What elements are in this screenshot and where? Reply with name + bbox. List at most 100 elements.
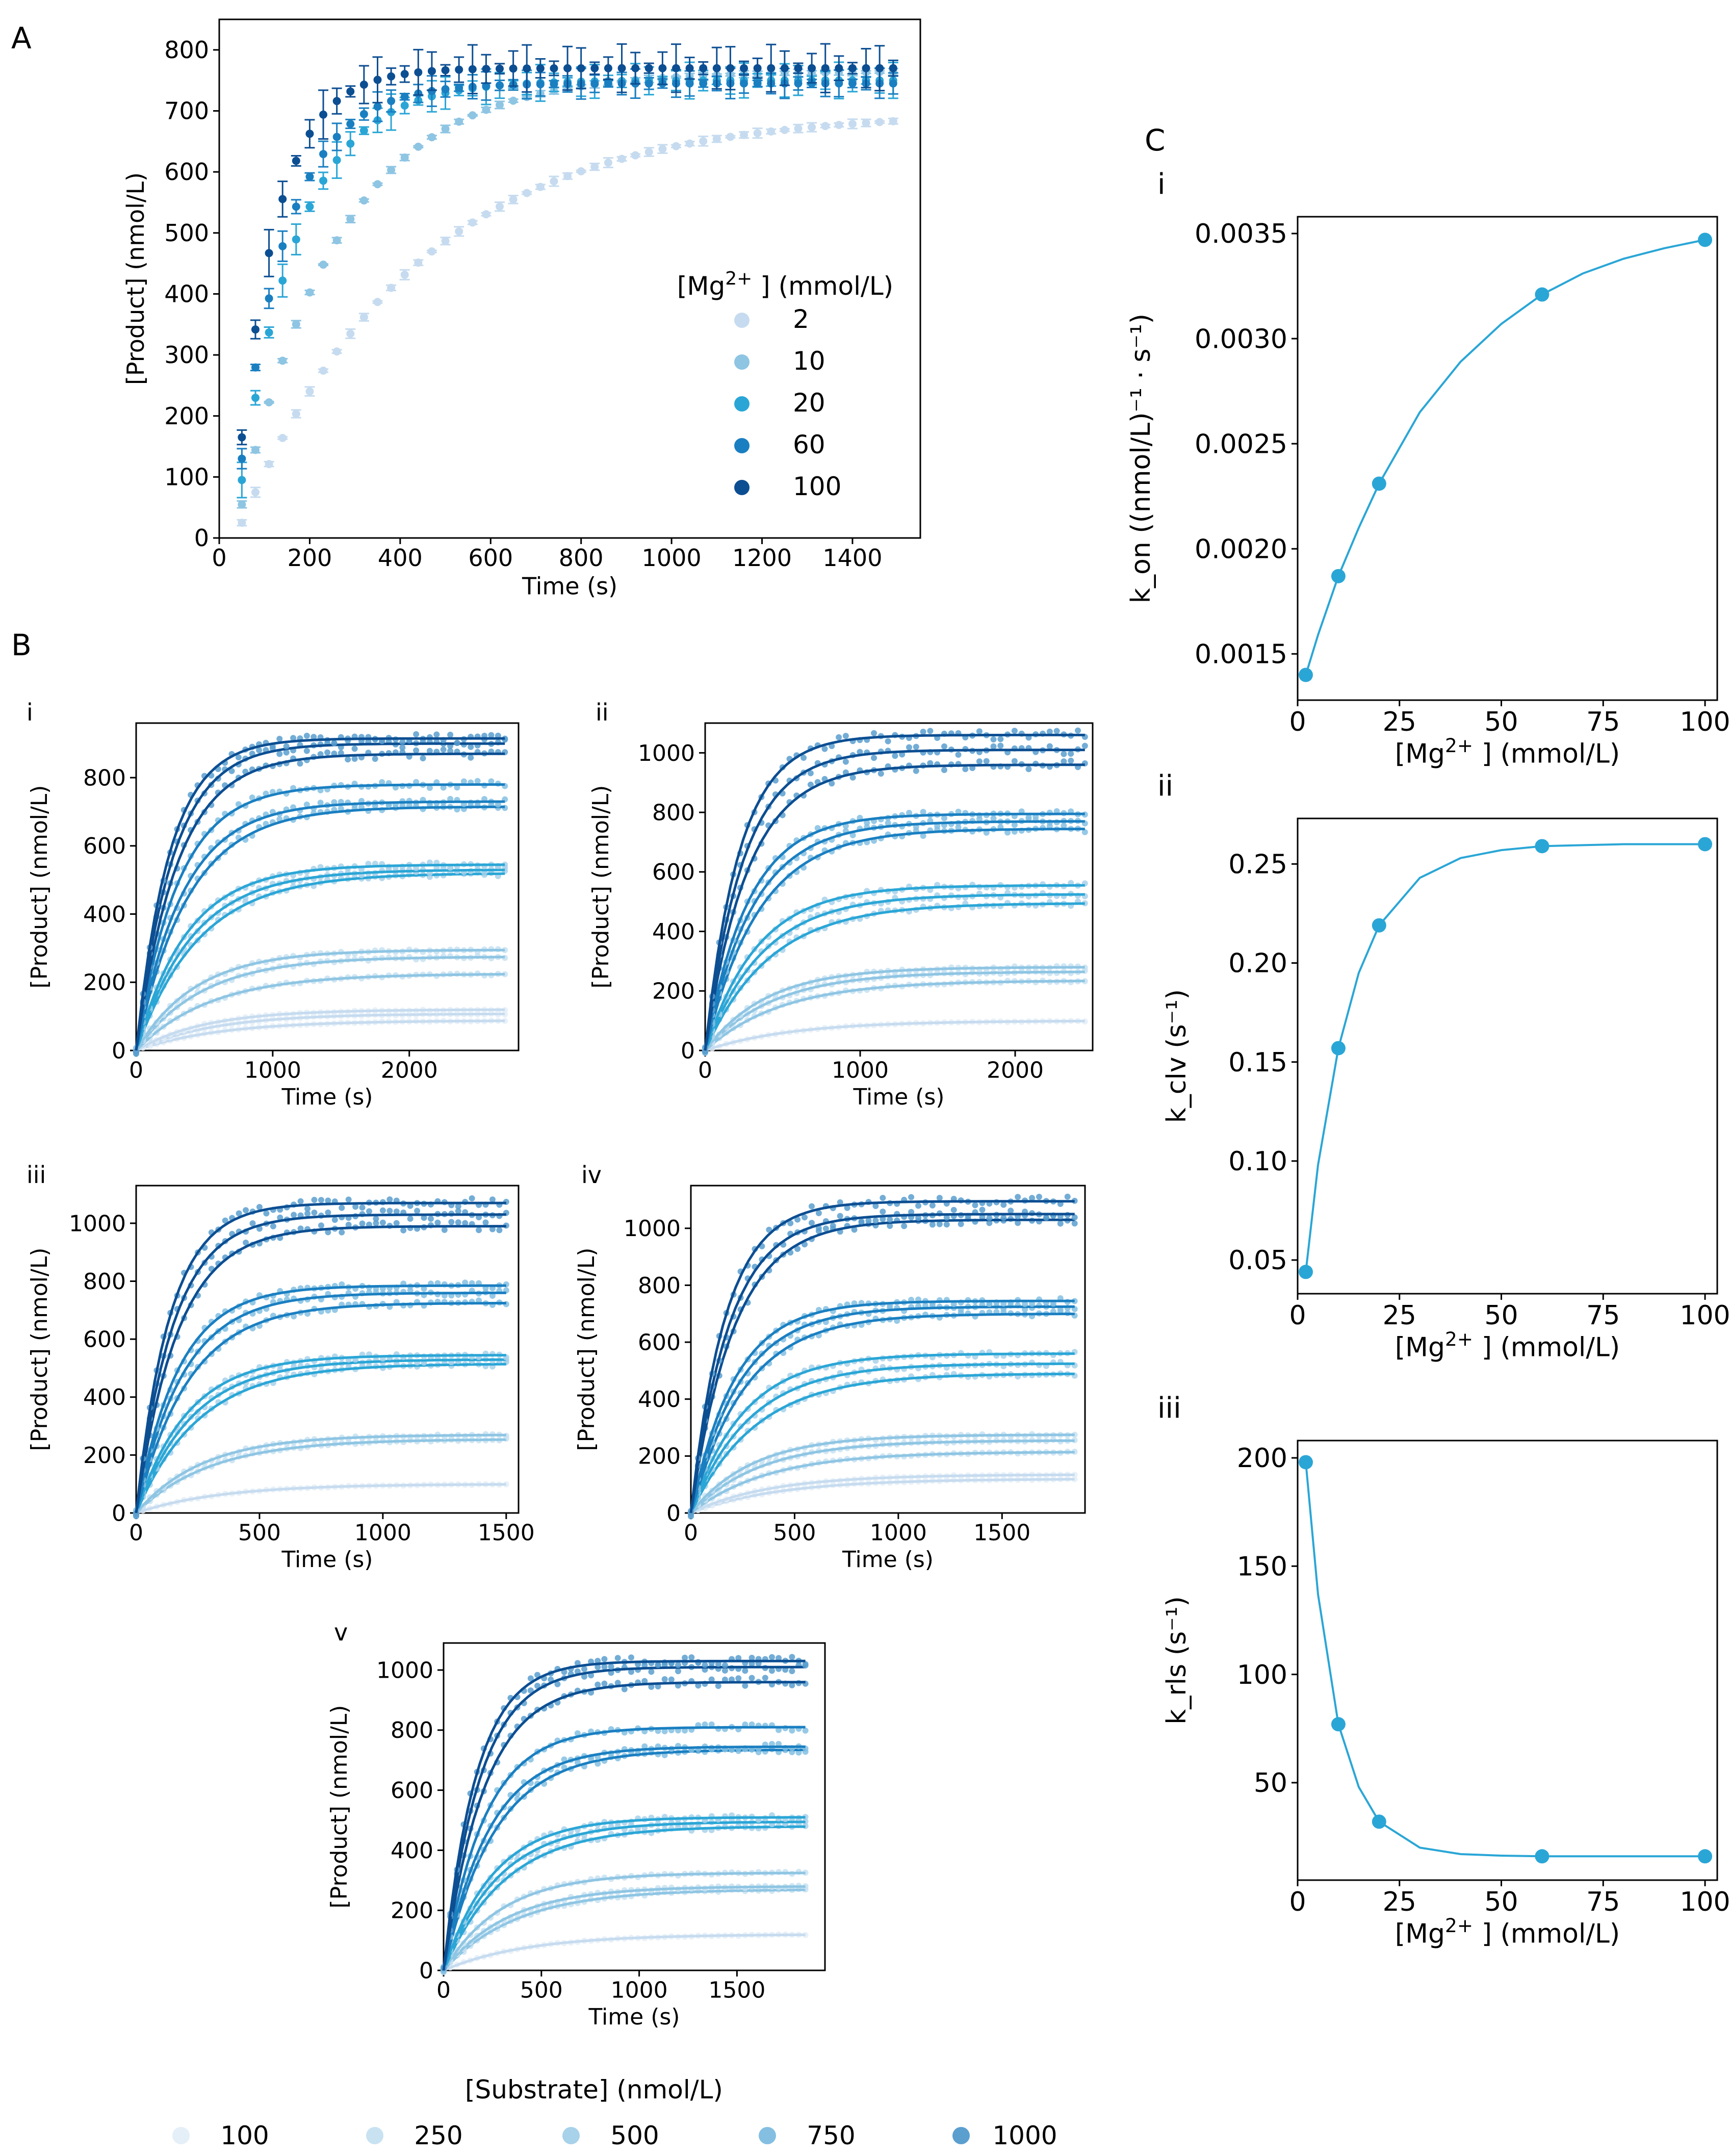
data-point <box>386 1196 393 1203</box>
data-point <box>1004 829 1011 836</box>
label-sup: 2+ <box>1445 734 1473 757</box>
data-point <box>648 1669 655 1675</box>
legend-mg: [Mg2+ ] (mmol/L)2 10 20 60 100 <box>677 268 893 501</box>
x-tick-label: 1500 <box>708 1977 765 2003</box>
data-point <box>440 747 447 753</box>
data-point <box>929 1221 936 1228</box>
data-point <box>880 1195 886 1201</box>
data-point <box>496 81 504 90</box>
data-point <box>842 733 849 739</box>
data-point <box>346 329 355 338</box>
fit-line <box>704 884 1085 1051</box>
data-point <box>448 1219 455 1225</box>
data-point <box>305 130 314 138</box>
data-point <box>672 64 680 72</box>
axes-frame <box>135 1185 520 1514</box>
data-point <box>455 1208 461 1214</box>
data-point <box>251 363 260 372</box>
x-tick-label: 1400 <box>822 544 882 572</box>
data-point <box>862 64 870 72</box>
data-point <box>871 755 877 761</box>
data-point <box>913 743 919 750</box>
data-point <box>468 65 477 73</box>
data-point <box>346 139 355 148</box>
data-point <box>685 139 694 148</box>
x-tick-label: 1000 <box>244 1057 301 1083</box>
fit-line <box>135 1433 506 1514</box>
data-point <box>476 1227 482 1234</box>
legend-entry-1000: 1000 <box>992 2121 1057 2150</box>
data-point <box>249 794 255 801</box>
fit-line <box>442 1816 806 1971</box>
label-part: ] (mmol/L) <box>752 271 893 301</box>
x-tick-label: 2000 <box>987 1057 1044 1083</box>
data-point <box>848 119 857 128</box>
data-point <box>1068 757 1074 764</box>
data-point <box>291 1212 297 1218</box>
label-part: [Mg <box>677 271 725 301</box>
data-point <box>265 460 273 469</box>
x-axis-label: Time (s) <box>281 1084 373 1110</box>
x-tick-label: 400 <box>378 544 423 572</box>
data-point <box>885 738 891 745</box>
data-point <box>794 1216 801 1223</box>
x-tick-label: 75 <box>1586 707 1620 737</box>
data-point <box>808 64 816 72</box>
y-tick-label: 200 <box>83 970 126 996</box>
data-point <box>319 176 328 185</box>
x-tick-label: 25 <box>1383 707 1416 737</box>
data-point <box>794 64 803 72</box>
fit-line <box>704 970 1085 1051</box>
y-tick-label: 700 <box>164 97 209 125</box>
data-point <box>311 1209 318 1216</box>
data-point <box>1068 751 1074 757</box>
data-point <box>1061 823 1067 829</box>
y-tick-label: 200 <box>391 1898 433 1924</box>
data-point <box>1011 758 1018 764</box>
data-point <box>702 1721 708 1728</box>
data-point <box>393 1220 400 1226</box>
data-point <box>802 1662 809 1669</box>
data-point <box>848 64 857 72</box>
data-point <box>835 79 843 88</box>
data-point <box>661 1728 668 1735</box>
fit-line <box>442 1681 806 1971</box>
data-point <box>708 1676 715 1683</box>
data-point <box>682 1654 688 1661</box>
data-point <box>440 784 447 791</box>
data-point <box>1008 1208 1014 1214</box>
data-point <box>835 120 843 129</box>
data-point <box>685 64 694 72</box>
data-point <box>482 210 490 219</box>
data-point <box>421 1215 427 1221</box>
data-point <box>297 1198 304 1204</box>
data-point <box>936 1195 943 1201</box>
legend-title: [Mg2+ ] (mmol/L) <box>677 268 893 301</box>
data-point <box>601 1663 608 1670</box>
data-point <box>433 731 440 738</box>
data-point <box>489 1293 496 1299</box>
data-point <box>614 1680 621 1686</box>
x-tick-label: 25 <box>1383 1300 1416 1331</box>
data-point <box>488 732 495 738</box>
fit-line <box>135 1302 506 1513</box>
data-point <box>427 67 436 75</box>
fit-line <box>689 1200 1075 1513</box>
x-tick-label: 800 <box>559 544 604 572</box>
data-point <box>469 1195 475 1202</box>
data-point <box>386 1208 393 1214</box>
data-point <box>808 1220 815 1226</box>
data-point <box>359 110 368 118</box>
data-point <box>251 325 260 334</box>
data-point <box>372 756 378 762</box>
data-point <box>338 750 344 756</box>
series-250 <box>702 963 1088 1054</box>
fit-line <box>704 763 1085 1051</box>
data-point <box>359 1204 366 1211</box>
data-point <box>426 748 433 754</box>
data-point <box>577 167 585 175</box>
data-point <box>675 1668 681 1675</box>
data-point <box>359 313 368 322</box>
y-tick-label: 400 <box>638 1387 681 1413</box>
